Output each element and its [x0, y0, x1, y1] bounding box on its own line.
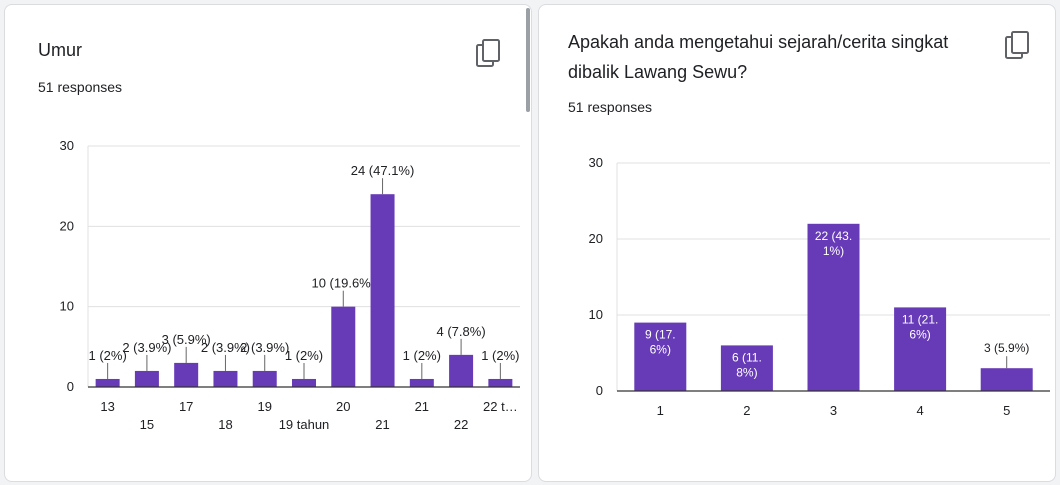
bar — [720, 345, 773, 391]
copy-icon[interactable] — [1004, 31, 1030, 61]
bar — [980, 368, 1033, 391]
x-tick-label: 5 — [1003, 403, 1010, 418]
data-label: 8%) — [736, 365, 757, 379]
data-label: 24 (47.1%) — [351, 163, 415, 178]
y-tick-label: 20 — [60, 218, 74, 233]
data-label: 1 (2%) — [88, 348, 126, 363]
x-tick-label: 18 — [218, 417, 232, 432]
data-label: 1 (2%) — [403, 348, 441, 363]
data-label: 1%) — [823, 244, 844, 258]
y-tick-label: 10 — [589, 307, 603, 322]
data-label: 2 (3.9%) — [240, 340, 289, 355]
bar — [95, 378, 120, 387]
lawang-sewu-question-card: Apakah anda mengetahui sejarah/cerita si… — [538, 4, 1056, 482]
y-tick-label: 20 — [589, 231, 603, 246]
response-count: 51 responses — [38, 79, 123, 95]
bar — [292, 378, 316, 387]
bar — [134, 370, 159, 387]
data-label: 3 (5.9%) — [984, 341, 1029, 355]
data-label: 22 (43. — [815, 229, 852, 243]
age-question-card: Umur 51 responses 0 10 20 30 13 1 (2%) 15 2 (3.… — [4, 4, 532, 482]
y-tick-label: 0 — [596, 383, 603, 398]
bar — [370, 194, 395, 387]
x-tick-label: 22 t… — [483, 399, 518, 414]
x-tick-label: 19 — [257, 399, 271, 414]
bar — [449, 354, 474, 387]
data-label: 1 (2%) — [481, 348, 519, 363]
y-tick-label: 30 — [589, 155, 603, 170]
x-tick-label: 15 — [140, 417, 154, 432]
data-label: 4 (7.8%) — [437, 324, 486, 339]
x-tick-label: 3 — [830, 403, 837, 418]
x-tick-label: 20 — [336, 399, 350, 414]
bar — [174, 362, 199, 387]
x-tick-label: 2 — [743, 403, 750, 418]
data-label: 9 (17. — [645, 328, 676, 342]
scrollbar[interactable] — [526, 8, 530, 112]
x-tick-label: 17 — [179, 399, 193, 414]
copy-icon[interactable] — [475, 39, 501, 69]
data-label: 6%) — [909, 327, 930, 341]
data-label: 11 (21. — [902, 312, 938, 326]
question-title: Umur — [38, 40, 82, 60]
bar — [894, 307, 947, 391]
x-tick-label: 21 — [415, 399, 429, 414]
y-tick-label: 0 — [67, 379, 74, 394]
x-tick-label: 4 — [916, 403, 923, 418]
y-tick-label: 30 — [60, 138, 74, 153]
data-label: 3 (5.9%) — [162, 332, 211, 347]
data-label: 1 (2%) — [285, 348, 323, 363]
bar — [488, 378, 513, 387]
response-count: 51 responses — [568, 99, 653, 115]
data-label: 6%) — [650, 343, 671, 357]
bar — [409, 378, 434, 387]
bar — [807, 223, 860, 391]
x-tick-label: 22 — [454, 417, 468, 432]
age-bar-chart: 0 10 20 30 13 1 (2%) 15 2 (3.9%) 17 3 (5.9%) 18 2 (… — [60, 138, 520, 432]
data-label: 2 (3.9%) — [201, 340, 250, 355]
x-tick-label: 1 — [657, 403, 664, 418]
bar — [252, 370, 277, 387]
bar — [213, 370, 238, 387]
data-label: 10 (19.6%) — [311, 276, 375, 291]
data-label: 2 (3.9%) — [122, 340, 171, 355]
data-label: 6 (11. — [732, 350, 762, 364]
question-title: Apakah anda mengetahui sejarah/cerita si… — [568, 32, 949, 82]
bar — [331, 306, 356, 387]
x-tick-label: 21 — [375, 417, 389, 432]
bar — [634, 322, 687, 391]
x-tick-label: 19 tahun — [279, 417, 330, 432]
x-tick-label: 13 — [100, 399, 114, 414]
y-tick-label: 10 — [60, 299, 74, 314]
